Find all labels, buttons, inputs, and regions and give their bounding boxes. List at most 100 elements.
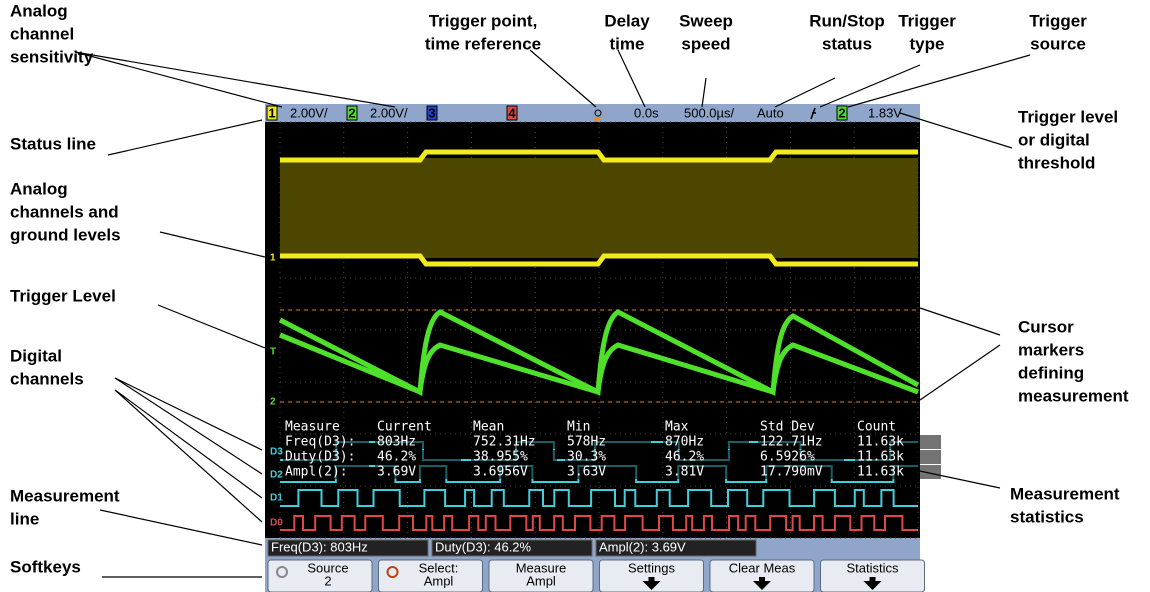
softkey-label: Ampl — [424, 573, 454, 588]
ch1-envelope — [280, 158, 918, 258]
leader — [530, 50, 596, 107]
leader — [115, 390, 262, 522]
annotation: Status line — [10, 134, 96, 153]
table-header: Count — [857, 420, 896, 435]
leader — [75, 52, 395, 107]
leader — [848, 55, 1030, 107]
table-cell: 870Hz — [665, 435, 704, 450]
table-cell: 11.63k — [857, 450, 904, 465]
leader — [115, 390, 262, 498]
channel-label: 1 — [270, 253, 276, 264]
channel-label: D1 — [270, 493, 283, 504]
channel-number: 4 — [508, 105, 516, 120]
leader — [920, 345, 1000, 400]
channel-number: 3 — [428, 105, 435, 120]
annotation: Measurement — [10, 486, 120, 505]
table-cell: 3.63V — [567, 465, 606, 480]
channel-label: D0 — [270, 518, 283, 529]
table-cell: Freq(D3): — [285, 435, 355, 450]
annotation: Sweep — [679, 11, 733, 30]
leader — [75, 52, 282, 107]
annotation: channel — [10, 24, 74, 43]
table-cell: 3.6956V — [473, 465, 528, 480]
softkey-label: Statistics — [846, 560, 899, 575]
table-cell: Duty(D3): — [285, 450, 355, 465]
table-cell: 752.31Hz — [473, 435, 536, 450]
annotation: channels — [10, 369, 84, 388]
table-cell: 11.63k — [857, 465, 904, 480]
annotation: Measurement — [1010, 484, 1120, 503]
table-cell: 3.81V — [665, 465, 704, 480]
annotation: threshold — [1018, 153, 1095, 172]
table-cell: 122.71Hz — [760, 435, 823, 450]
status-text: 2.00V/ — [370, 105, 408, 120]
status-text: 500.0µs/ — [684, 105, 735, 120]
annotation: sensitivity — [10, 47, 94, 66]
annotation: Trigger level — [1018, 107, 1118, 126]
table-header: Std Dev — [760, 420, 815, 435]
table-cell: 17.790mV — [760, 465, 823, 480]
softkey-label: Settings — [628, 560, 675, 575]
table-cell: 11.63k — [857, 435, 904, 450]
annotation: measurement — [1018, 386, 1129, 405]
leader — [158, 305, 265, 348]
annotation: channels and — [10, 202, 119, 221]
annotation: Delay — [604, 11, 650, 30]
annotation: Cursor — [1018, 317, 1074, 336]
channel-number: 2 — [348, 105, 355, 120]
measurement-text: Ampl(2): 3.69V — [599, 539, 686, 554]
channel-number: 1 — [268, 105, 275, 120]
table-header: Current — [377, 420, 432, 435]
leader — [100, 510, 262, 545]
annotation: ground levels — [10, 225, 121, 244]
leader — [775, 78, 835, 107]
table-header: Mean — [473, 420, 504, 435]
annotation: time — [610, 34, 645, 53]
annotation: Analog — [10, 1, 68, 20]
annotation: speed — [681, 34, 730, 53]
table-cell: 38.955% — [473, 450, 528, 465]
annotation: Trigger Level — [10, 286, 116, 305]
annotation: status — [822, 34, 872, 53]
table-cell: 6.5926% — [760, 450, 815, 465]
status-text: 1.83V — [868, 105, 902, 120]
table-cell: 46.2% — [377, 450, 416, 465]
annotation: Trigger — [898, 11, 956, 30]
table-cell: Ampl(2): — [285, 465, 348, 480]
annotation: Analog — [10, 179, 68, 198]
table-header: Min — [567, 420, 590, 435]
measurement-text: Freq(D3): 803Hz — [271, 539, 368, 554]
table-header: Max — [665, 420, 689, 435]
leader — [115, 378, 262, 450]
annotation: Trigger — [1029, 11, 1087, 30]
table-cell: 30.3% — [567, 450, 606, 465]
annotation: Softkeys — [10, 557, 81, 576]
channel-label: D3 — [270, 447, 283, 458]
leader — [702, 78, 706, 107]
annotation: source — [1030, 34, 1086, 53]
softkey-label: 2 — [324, 573, 331, 588]
leader — [115, 378, 262, 474]
table-cell: 46.2% — [665, 450, 704, 465]
annotation: Digital — [10, 346, 62, 365]
leader — [920, 308, 1000, 335]
leader — [108, 120, 262, 155]
table-cell: 578Hz — [567, 435, 606, 450]
annotation: statistics — [1010, 507, 1084, 526]
leader — [160, 232, 265, 257]
measurement-text: Duty(D3): 46.2% — [435, 539, 532, 554]
figure: Analog channel sensitivity Status line Analo… — [0, 0, 1150, 592]
annotation: markers — [1018, 340, 1084, 359]
table-header: Measure — [285, 420, 340, 435]
channel-number: 2 — [838, 105, 845, 120]
status-text: 2.00V/ — [290, 105, 328, 120]
annotation: defining — [1018, 363, 1084, 382]
annotation: type — [910, 34, 945, 53]
channel-label: D2 — [270, 470, 283, 481]
annotation: time reference — [425, 34, 541, 53]
channel-label: T — [270, 347, 276, 358]
table-cell: 3.69V — [377, 465, 416, 480]
annotation: line — [10, 509, 39, 528]
annotation: Trigger point, — [429, 11, 538, 30]
annotation: Run/Stop — [809, 11, 885, 30]
